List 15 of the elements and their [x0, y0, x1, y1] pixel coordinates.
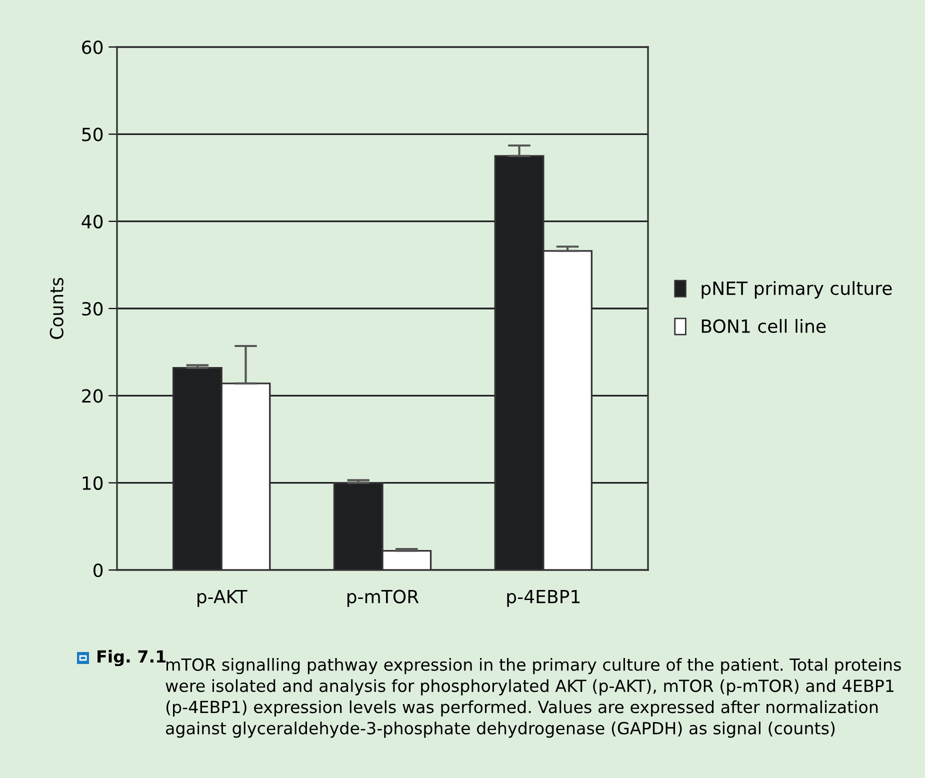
y-tick-label: 20 — [82, 389, 103, 403]
y-axis-title: Counts — [50, 278, 64, 339]
x-tick-label: p-AKT — [198, 590, 248, 607]
y-tick-label: 40 — [82, 214, 103, 228]
legend-label: pNET primary culture — [702, 281, 892, 299]
y-tick-label: 50 — [82, 128, 103, 142]
y-tick-label: 30 — [82, 302, 103, 316]
x-tick-label: p-mTOR — [347, 590, 419, 607]
y-tick-label: 60 — [82, 40, 103, 54]
y-tick-label: 0 — [94, 563, 103, 578]
text: mTOR signalling pathway expression in the primary culture of the patient. Total proteins were isolated and analysis for phosphorylated AKT (p-AKT), mTOR (p-mTOR) and 4EBP1 (p-4EBP1) expression levels was performed. Values are expressed after normalization against glyceraldehyde-3-phosphate dehydrogenase (GAPDH) as signal (counts) — [166, 658, 901, 738]
caption: Fig. 7.1 — [98, 650, 166, 666]
legend-label: BON1 cell line — [702, 318, 826, 333]
y-tick-label: 10 — [82, 476, 103, 490]
x-tick-label: p-4EBP1 — [507, 590, 580, 607]
